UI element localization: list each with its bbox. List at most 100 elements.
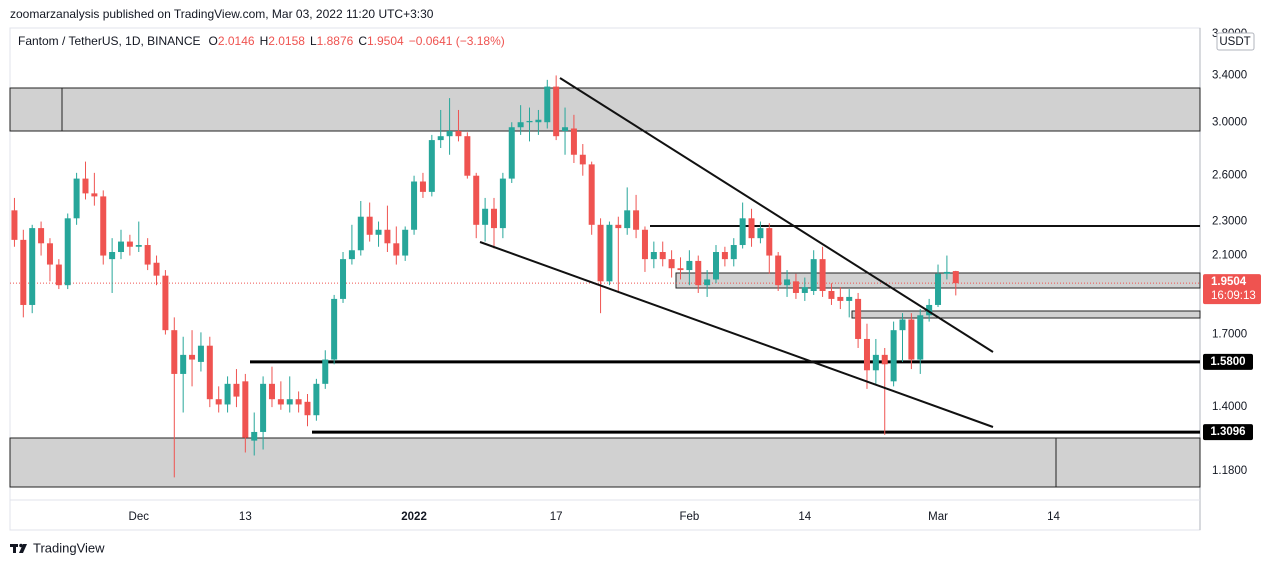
candle-body (863, 338, 870, 371)
trendlines (479, 77, 994, 428)
legend-key: C (358, 34, 367, 48)
candle-body (64, 218, 71, 286)
candle-body (153, 262, 160, 276)
candle-body (570, 128, 577, 155)
candle-body (340, 259, 347, 299)
candle-body (162, 275, 169, 331)
currency-box (1216, 32, 1255, 51)
candles (11, 75, 959, 478)
candle-body (268, 383, 275, 400)
candle-body (126, 241, 133, 247)
candle-body (739, 218, 746, 246)
y-tick-label: 1.1800 (1212, 465, 1247, 477)
candle-body (100, 196, 107, 256)
candle-body (348, 250, 355, 260)
candle-body (890, 330, 897, 382)
candle-body (641, 229, 648, 260)
candle-body (846, 296, 853, 301)
candle-body (446, 131, 453, 137)
trendline (559, 77, 994, 353)
level-tag-label: 1.5800 (1210, 356, 1245, 368)
footer: TradingView (33, 540, 105, 555)
candle-body (562, 127, 569, 132)
candle-body (633, 210, 640, 230)
x-tick-label: Dec (129, 511, 150, 523)
price-axis: 1.1800 1.4000 1.7000 2.1000 2.3000 2.6000 3.00… (129, 28, 1248, 523)
candle-body (935, 273, 942, 305)
legend: Fantom / TetherUS, 1D, BINANCE O2.0146 H2.… (18, 34, 505, 48)
candle-body (206, 345, 213, 400)
y-tick-label: 2.3000 (1212, 216, 1247, 228)
candle-body (286, 399, 293, 405)
legend-value: 1.8876 (317, 34, 354, 48)
candle-body (624, 210, 631, 229)
x-tick-label: 14 (1047, 511, 1060, 523)
resistance-zone (9, 87, 1201, 132)
candle-body (535, 119, 542, 123)
header: zoomarzanalysis published on TradingView… (10, 7, 434, 21)
x-tick-label: Feb (679, 511, 699, 523)
candle-body (118, 241, 125, 253)
candle-body (659, 252, 666, 260)
candle-body (73, 178, 80, 219)
candle-body (20, 239, 27, 305)
legend-title: Fantom / TetherUS, 1D, BINANCE (18, 34, 201, 48)
price-tags: 1.5800 1.3096 1.9504 16:09:13 (1203, 274, 1261, 441)
candle-body (597, 224, 604, 282)
level-tag (1203, 353, 1253, 370)
candle-body (766, 228, 773, 256)
legend-change: −0.0641 (−3.18%) (409, 34, 505, 48)
candle-body (464, 136, 471, 176)
candle-body (721, 252, 728, 260)
candle-body (322, 359, 329, 384)
candle-body (295, 399, 302, 405)
candle-body (899, 319, 906, 331)
legend-key: O (209, 34, 218, 48)
candle-body (197, 345, 204, 362)
candle-body (82, 178, 89, 194)
candle-body (384, 229, 391, 244)
candle-body (606, 224, 613, 282)
candle-body (810, 259, 817, 292)
candle-body (704, 279, 711, 286)
candle-body (579, 154, 586, 165)
candle-body (304, 401, 311, 416)
y-tick-label: 1.4000 (1212, 401, 1247, 413)
candle-body (277, 399, 284, 405)
candle-body (517, 122, 524, 128)
legend-key: L (310, 34, 317, 48)
candle-body (695, 260, 702, 286)
candle-body (233, 383, 240, 397)
candle-body (357, 216, 364, 251)
candle-body (713, 252, 720, 280)
candle-body (38, 228, 45, 244)
y-tick-label: 1.7000 (1212, 329, 1247, 341)
candle-body (419, 181, 426, 192)
trendline (479, 241, 994, 428)
candle-body (499, 178, 506, 229)
candle-body (135, 245, 142, 247)
candle-body (144, 245, 151, 265)
candle-body (482, 208, 489, 225)
x-tick-label: 13 (239, 511, 252, 523)
candle-body (171, 330, 178, 374)
candle-body (615, 224, 622, 229)
level-tag-label: 1.3096 (1210, 426, 1245, 438)
candle-body (544, 86, 551, 123)
logo-mark (19, 544, 27, 553)
logo (10, 543, 27, 553)
y-tick-label: 3.4000 (1212, 69, 1247, 81)
candle-body (730, 245, 737, 260)
candle-body (748, 218, 755, 239)
candle-body (828, 291, 835, 299)
candle-body (650, 252, 657, 260)
candle-body (55, 264, 62, 286)
candle-body (677, 268, 684, 271)
candle-body (952, 271, 959, 284)
candle-body (375, 229, 382, 235)
candle-body (926, 304, 933, 316)
legend-value: 2.0158 (268, 34, 305, 48)
candle-body (91, 193, 98, 197)
currency: USDT (1219, 36, 1250, 48)
